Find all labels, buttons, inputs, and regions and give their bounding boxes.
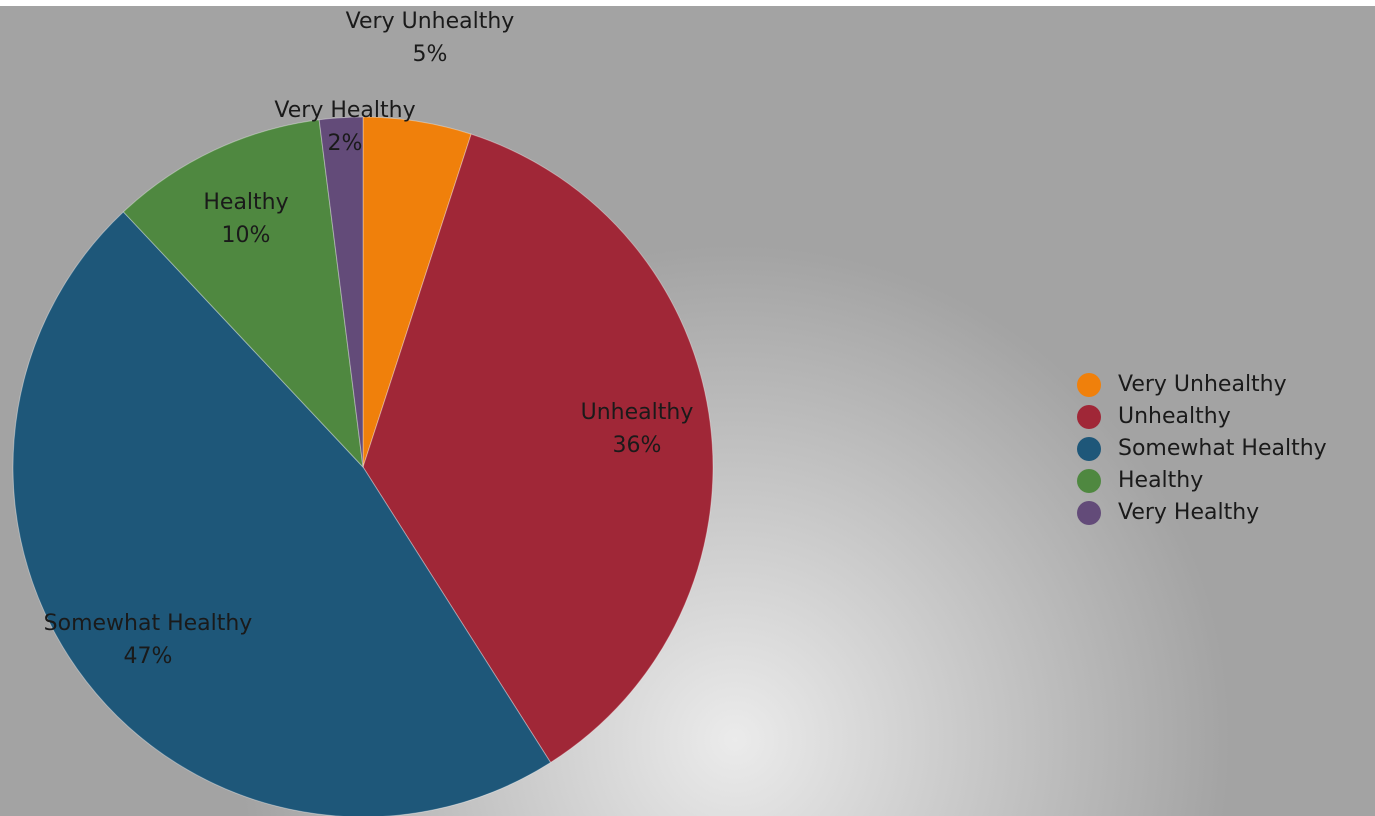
slice-label-very-healthy: Very Healthy [274, 98, 415, 123]
pie-slices [12, 116, 714, 816]
legend-swatch-healthy [1077, 469, 1101, 493]
legend-item-very-unhealthy[interactable]: Very Unhealthy [1077, 372, 1287, 397]
legend-item-very-healthy[interactable]: Very Healthy [1077, 500, 1259, 525]
legend-swatch-somewhat-healthy [1077, 437, 1101, 461]
slice-label-very-unhealthy: Very Unhealthy [346, 9, 515, 34]
legend-item-unhealthy[interactable]: Unhealthy [1077, 404, 1231, 429]
legend-swatch-very-healthy [1077, 501, 1101, 525]
legend-label-healthy: Healthy [1118, 468, 1203, 493]
legend-label-somewhat-healthy: Somewhat Healthy [1118, 436, 1327, 461]
legend-label-very-healthy: Very Healthy [1118, 500, 1259, 525]
legend-item-somewhat-healthy[interactable]: Somewhat Healthy [1077, 436, 1327, 461]
legend-swatch-very-unhealthy [1077, 373, 1101, 397]
slice-label-unhealthy: Unhealthy [581, 400, 694, 425]
slice-label-healthy: Healthy [203, 190, 288, 215]
pie-slice-healthy[interactable] [122, 119, 364, 469]
slice-value-unhealthy: 36% [613, 433, 662, 458]
pie-slice-unhealthy[interactable] [362, 133, 714, 764]
pie-slice-somewhat-healthy[interactable] [12, 211, 552, 816]
legend-label-unhealthy: Unhealthy [1118, 404, 1231, 429]
legend-label-very-unhealthy: Very Unhealthy [1118, 372, 1287, 397]
slice-value-somewhat-healthy: 47% [124, 644, 173, 669]
slice-value-healthy: 10% [222, 223, 271, 248]
slice-value-very-healthy: 2% [328, 131, 363, 156]
legend-swatch-unhealthy [1077, 405, 1101, 429]
pie-slice-very-healthy[interactable] [318, 116, 364, 468]
slice-labels: Very Unhealthy 5% Unhealthy 36% Somewhat Hea… [44, 9, 694, 669]
slice-value-very-unhealthy: 5% [413, 42, 448, 67]
pie-slice-very-unhealthy[interactable] [362, 116, 472, 468]
slice-label-somewhat-healthy: Somewhat Healthy [44, 611, 253, 636]
legend: Very Unhealthy Unhealthy Somewhat Healthy H… [1077, 372, 1327, 525]
legend-item-healthy[interactable]: Healthy [1077, 468, 1203, 493]
